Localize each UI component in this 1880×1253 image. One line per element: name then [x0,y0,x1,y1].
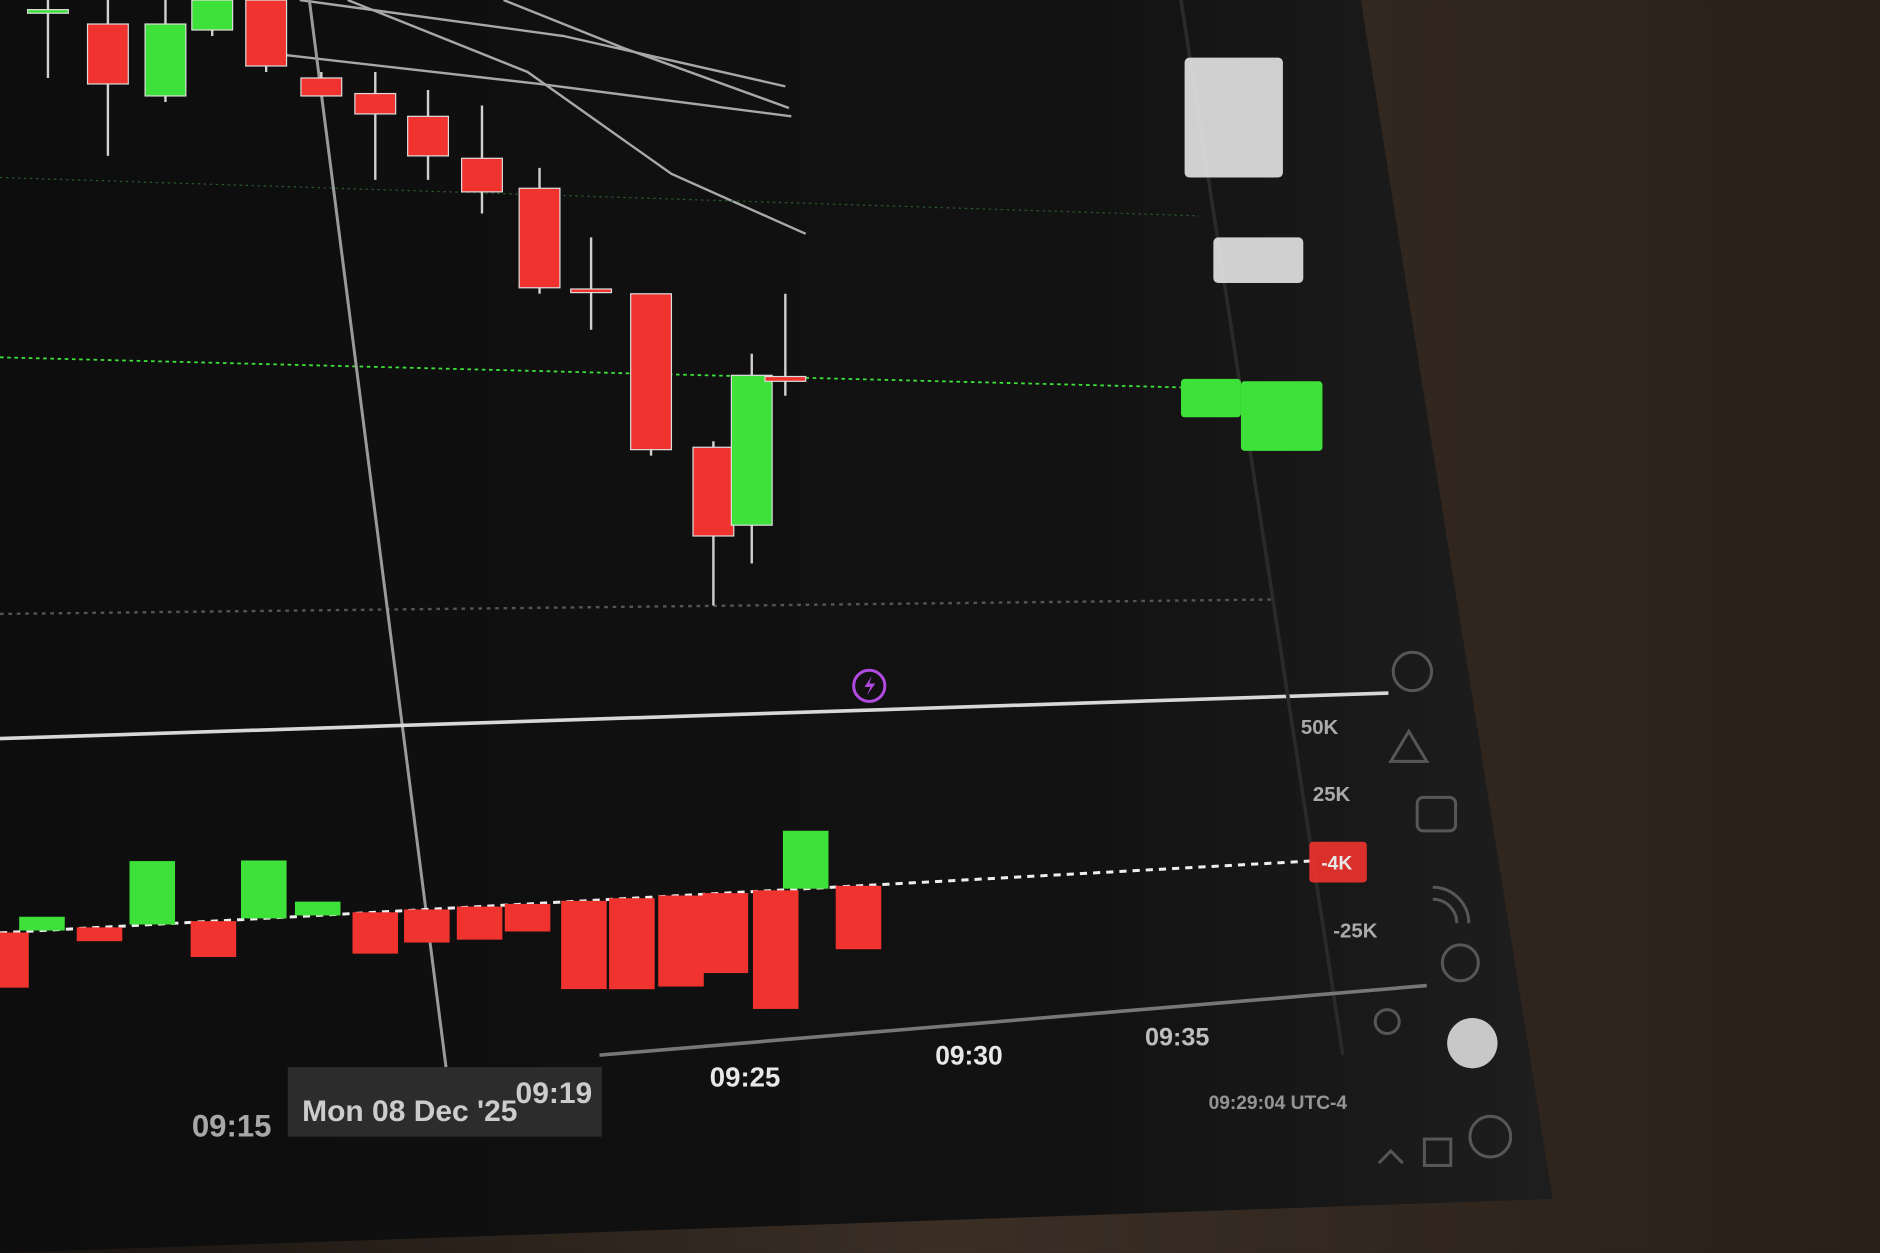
alert-lightning-icon[interactable] [852,668,887,703]
ma-line-1 [299,0,786,88]
candle-body [570,288,613,294]
time-axis-line [599,983,1427,1057]
crosshair-time-label [287,1067,602,1137]
candle-body [518,187,561,289]
volume-bar [561,900,607,990]
ma-line-4 [503,0,790,110]
candle-body [245,0,288,67]
low-marker-line [0,598,1271,616]
ma-line-2 [275,52,792,118]
price-label-box [1213,237,1304,283]
pane-separator[interactable] [0,691,1389,741]
collapse-icon[interactable] [1377,1148,1404,1165]
crosshair-vertical [307,0,448,1068]
candle [144,0,187,102]
candle [518,167,561,294]
status-clock: 09:29:04 UTC-4 [1209,1093,1348,1114]
candle-body [461,157,503,193]
candle [86,0,129,156]
volume-bar [129,861,176,925]
candle [730,353,773,564]
time-label-0915: 09:15 [192,1109,272,1144]
candle-body [692,446,735,537]
candle [354,71,397,180]
settings-icon[interactable] [1391,650,1434,693]
candle-body [86,23,129,85]
candle-body [764,375,807,382]
volume-bar [835,885,882,950]
volume-tick-neg25k: -25K [1333,921,1377,943]
candle-body [630,293,673,451]
candles [26,0,807,606]
moving-average-lines [275,0,807,235]
info-icon[interactable] [1373,1008,1401,1036]
candle [692,441,735,606]
volume-delta-bars [0,830,882,1009]
candle [245,0,288,72]
candle-body [730,374,773,526]
candle-body [191,0,234,31]
volume-bar [240,860,287,919]
volume-bar [782,830,829,889]
volume-bar [404,909,450,943]
volume-bar [352,912,399,954]
candle-body [144,23,187,97]
candle-body [300,77,343,97]
volume-bar [752,890,799,1009]
candle [26,0,69,78]
candle-body [26,9,69,14]
main-menu-button[interactable] [1447,1017,1498,1069]
clock-icon[interactable] [1468,1114,1513,1159]
time-label-0935: 09:35 [1145,1024,1209,1052]
volume-bar [190,921,237,957]
signal-icon[interactable] [1432,885,1471,924]
fullscreen-icon[interactable] [1422,1137,1453,1167]
volume-bar [456,906,503,940]
volume-tick-25k: 25K [1313,784,1351,806]
volume-last-value: -4K [1321,853,1352,874]
time-label-0925: 09:25 [710,1061,780,1092]
candle [764,293,807,396]
screenshot-icon[interactable] [1415,795,1458,833]
current-price-tag [1240,381,1323,451]
crosshair-time: 09:19 [516,1077,593,1110]
volume-bar [19,916,65,931]
alert-icon[interactable] [1388,728,1430,763]
volume-bar [658,895,704,987]
volume-tick-50k: 50K [1301,717,1339,739]
volume-last-value-tag [1309,841,1367,883]
ma-line-3 [347,0,807,235]
candle [461,105,503,214]
volume-zero-line [0,859,1313,935]
previous-close-line [0,176,1199,217]
volume-bar [76,927,123,942]
candle-body [407,115,450,157]
candle [407,89,450,180]
price-label-box [1184,57,1283,178]
add-icon[interactable] [1440,943,1480,983]
volume-bar [702,893,749,974]
candle [570,237,613,330]
time-label-0930: 09:30 [935,1041,1002,1071]
candle [630,293,673,456]
volume-bar [504,903,551,932]
crosshair-date: Mon 08 Dec '25 [302,1095,517,1128]
volume-bar [609,898,655,990]
candle [191,0,234,37]
volume-bar [294,901,341,916]
volume-bar [0,932,29,988]
candle [300,71,343,97]
candle-body [354,92,397,115]
current-price-tag [1180,378,1241,418]
